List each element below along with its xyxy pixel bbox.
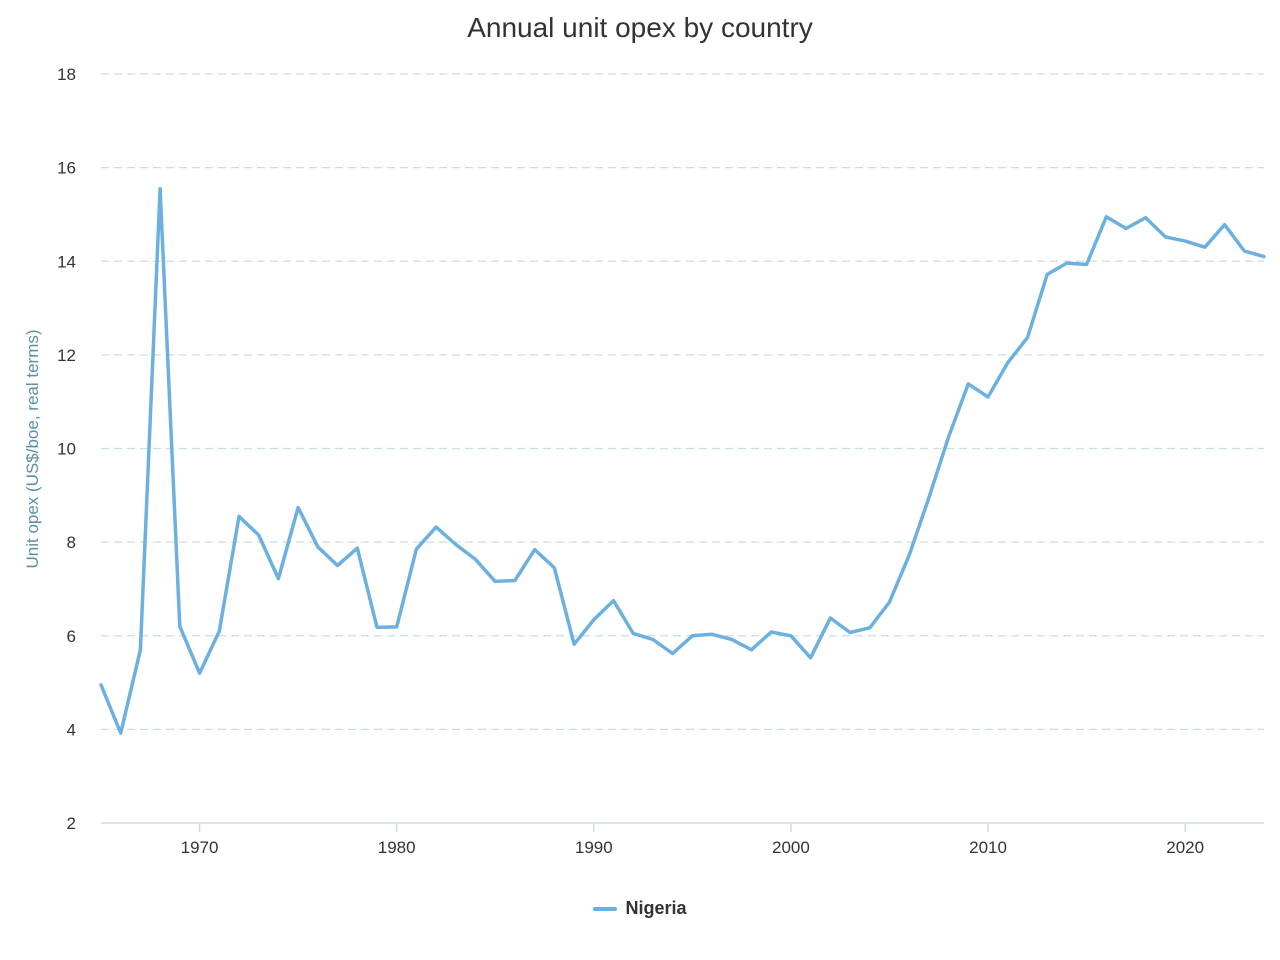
legend-swatch — [593, 906, 618, 911]
y-tick-label: 2 — [67, 814, 76, 833]
x-tick-label: 1990 — [575, 838, 613, 857]
legend-label: Nigeria — [625, 898, 687, 918]
x-axis: 1970 1980 1990 2000 2010 2020 — [101, 822, 1264, 857]
x-tick-label: 2000 — [772, 838, 810, 857]
grid-lines — [101, 73, 1264, 730]
y-axis: 2 4 6 8 10 12 14 16 18 — [57, 65, 76, 833]
series-line-nigeria[interactable] — [99, 186, 1266, 735]
y-tick-label: 14 — [57, 252, 76, 271]
chart-title: Annual unit opex by country — [467, 12, 813, 43]
x-tick-label: 1980 — [378, 838, 416, 857]
y-tick-label: 6 — [67, 627, 76, 646]
legend: Nigeria — [0, 898, 1280, 919]
x-tick-label: 2010 — [969, 838, 1007, 857]
y-axis-title: Unit opex (US$/boe, real terms) — [23, 329, 42, 568]
y-tick-label: 4 — [67, 720, 76, 739]
series-layer — [99, 186, 1266, 735]
y-tick-label: 16 — [57, 159, 76, 178]
y-tick-label: 12 — [57, 346, 76, 365]
legend-item-nigeria[interactable]: Nigeria — [593, 898, 687, 919]
y-tick-label: 8 — [67, 533, 76, 552]
x-tick-label: 2020 — [1166, 838, 1204, 857]
x-tick-label: 1970 — [181, 838, 219, 857]
y-tick-label: 18 — [57, 65, 76, 84]
y-tick-label: 10 — [57, 440, 76, 459]
